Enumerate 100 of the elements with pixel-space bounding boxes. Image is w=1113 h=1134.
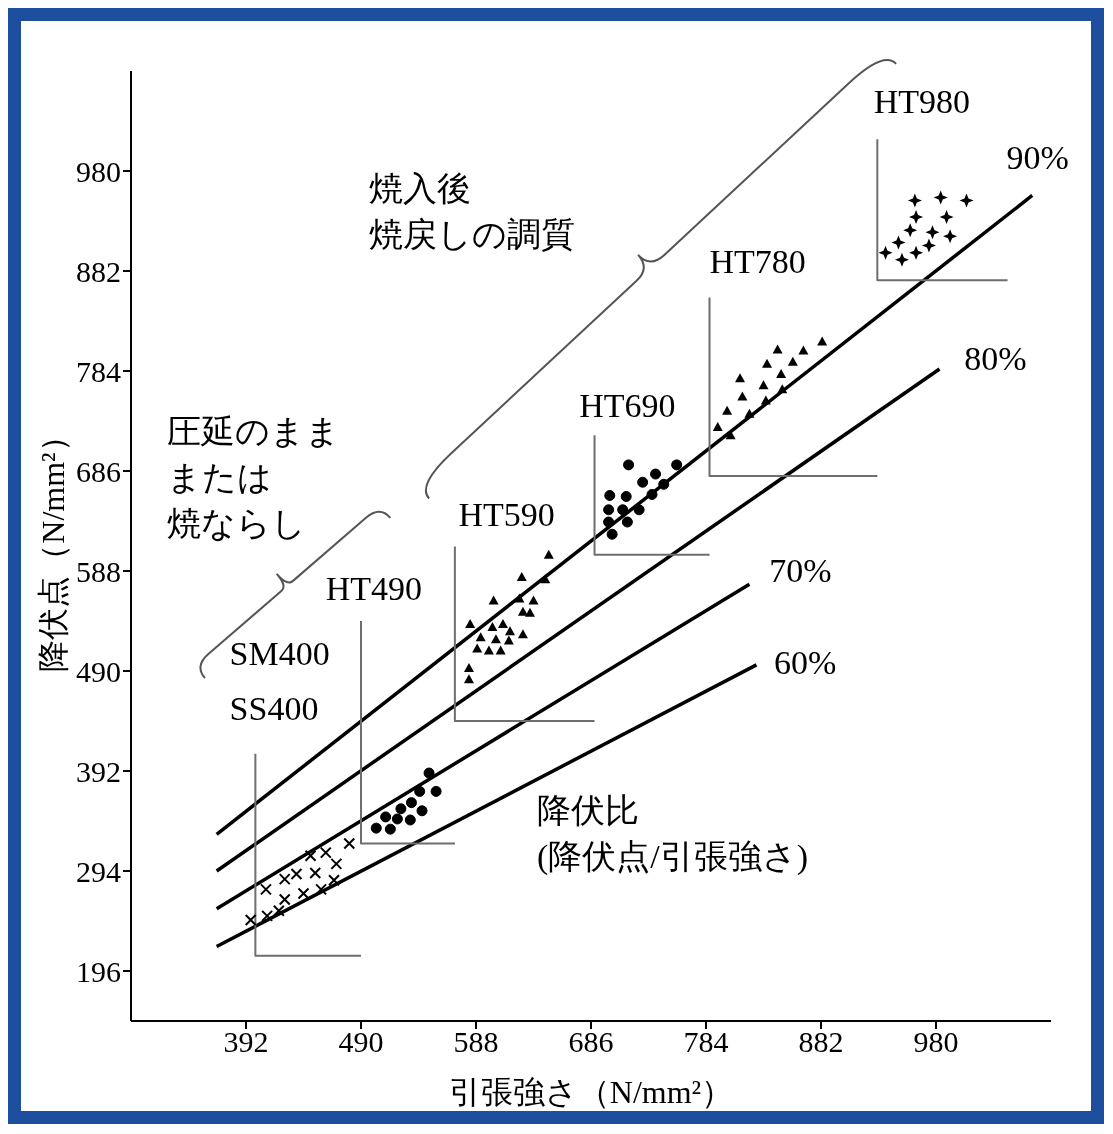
point [384, 823, 396, 835]
point [497, 619, 508, 629]
point [637, 476, 649, 488]
point [925, 225, 940, 240]
point [772, 344, 783, 354]
x-tick-label: 882 [798, 1025, 844, 1059]
point [516, 572, 527, 582]
annotation: 60% [774, 643, 837, 681]
point [650, 468, 662, 480]
point [758, 380, 769, 390]
annotation: HT690 [579, 386, 676, 424]
point [416, 805, 428, 817]
point [430, 785, 442, 797]
point [603, 516, 615, 528]
point [891, 235, 906, 250]
annotation: 70% [769, 551, 832, 589]
annotation: 焼入後焼戻しの調質 [369, 170, 576, 254]
point [488, 595, 499, 605]
point [483, 645, 494, 655]
point [943, 229, 958, 244]
y-tick-label: 294 [76, 854, 121, 888]
point [623, 459, 635, 471]
point [737, 391, 748, 401]
point [315, 883, 328, 896]
point [722, 405, 733, 415]
y-tick-label: 490 [76, 654, 121, 688]
point [933, 190, 948, 205]
point [414, 785, 426, 797]
x-tick-label: 490 [338, 1025, 384, 1059]
annotation: 降伏比(降伏点/引張強さ) [537, 791, 809, 876]
point [894, 252, 909, 267]
point [463, 662, 474, 672]
point [472, 643, 483, 653]
annotation: 圧延のまままたは焼ならし [167, 413, 341, 543]
point [633, 504, 645, 516]
point [776, 369, 787, 379]
y-tick-label: 686 [76, 454, 121, 488]
point [490, 634, 501, 644]
annotation: HT490 [325, 570, 423, 608]
point [620, 491, 632, 503]
point [606, 528, 618, 540]
point [517, 629, 528, 639]
point [278, 873, 291, 886]
point [465, 619, 476, 629]
y-tick-label: 588 [76, 554, 121, 588]
annotation: SM400 [229, 634, 330, 672]
point [603, 504, 615, 516]
point [495, 645, 506, 655]
point [878, 245, 893, 260]
point [380, 811, 392, 823]
point [909, 245, 924, 260]
x-tick-label: 392 [223, 1025, 269, 1059]
point [343, 837, 356, 850]
annotation: 80% [964, 339, 1027, 377]
point [787, 356, 798, 366]
point [712, 422, 723, 432]
point [777, 384, 788, 394]
x-tick-label: 686 [568, 1025, 614, 1059]
point [621, 516, 633, 528]
point [272, 904, 285, 917]
y-tick-label: 392 [76, 754, 121, 788]
x-tick-label: 784 [683, 1025, 729, 1059]
y-tick-label: 784 [76, 354, 121, 388]
point [907, 193, 922, 208]
point [524, 607, 535, 617]
y-tick-label: 196 [76, 954, 121, 988]
annotation: 90% [1006, 138, 1069, 176]
point [259, 883, 272, 896]
point [328, 874, 341, 887]
x-axis-title: 引張強さ（N/mm²） [448, 1074, 734, 1110]
point [405, 797, 417, 809]
point [543, 549, 554, 559]
point [528, 595, 539, 605]
point [309, 867, 322, 880]
point [658, 478, 670, 490]
point [297, 887, 310, 900]
point [798, 345, 809, 355]
point [261, 909, 274, 922]
point [762, 358, 773, 368]
point [921, 238, 936, 253]
point [909, 209, 924, 224]
point [514, 593, 525, 603]
point [503, 635, 514, 645]
point [903, 223, 918, 238]
y-tick-label: 980 [76, 154, 121, 188]
point [404, 814, 416, 826]
point [475, 632, 486, 642]
point [760, 395, 771, 405]
point [671, 459, 683, 471]
point [646, 488, 658, 500]
point [735, 373, 746, 383]
point [604, 489, 616, 501]
point [617, 504, 629, 516]
y-tick-label: 882 [76, 254, 121, 288]
point [319, 846, 332, 859]
point [959, 193, 974, 208]
point [330, 857, 343, 870]
annotation: HT980 [873, 82, 971, 120]
annotation: HT590 [458, 495, 555, 533]
annotation: SS400 [229, 689, 319, 727]
